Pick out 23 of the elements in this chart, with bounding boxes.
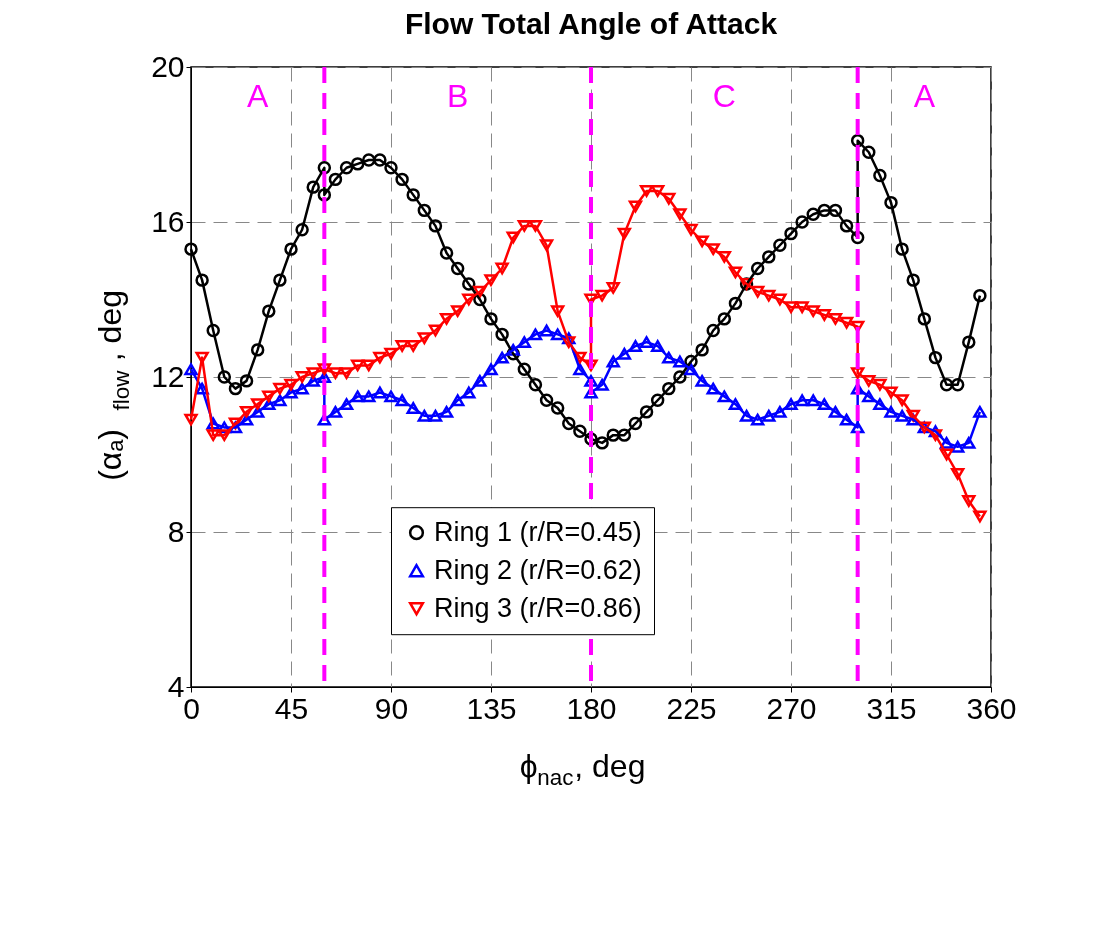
x-tick-label: 270: [766, 691, 817, 725]
x-tick-label: 180: [566, 691, 617, 725]
y-axis-title: (αₐ)flow, deg: [92, 289, 134, 481]
x-tick-label: 45: [274, 691, 309, 725]
x-tick-label: 0: [183, 691, 200, 725]
annotation: C: [712, 78, 736, 114]
annotation: B: [446, 78, 469, 114]
legend-label: Ring 1 (r/R=0.45): [434, 516, 642, 547]
x-tick-label: 135: [466, 691, 517, 725]
x-tick-label: 315: [866, 691, 917, 725]
y-tick-label: 4: [167, 669, 185, 703]
x-tick-label: 90: [374, 691, 409, 725]
annotation: A: [913, 78, 936, 114]
chart-title: Flow Total Angle of Attack: [404, 7, 778, 40]
annotation: A: [246, 78, 269, 114]
y-tick-label: 16: [151, 204, 185, 238]
y-tick-label: 8: [167, 514, 185, 548]
x-tick-label: 225: [666, 691, 717, 725]
y-tick-label: 20: [151, 49, 185, 83]
legend-label: Ring 2 (r/R=0.62): [434, 554, 642, 585]
y-tick-label: 12: [151, 359, 185, 393]
legend-label: Ring 3 (r/R=0.86): [434, 592, 642, 623]
x-tick-label: 360: [966, 691, 1017, 725]
